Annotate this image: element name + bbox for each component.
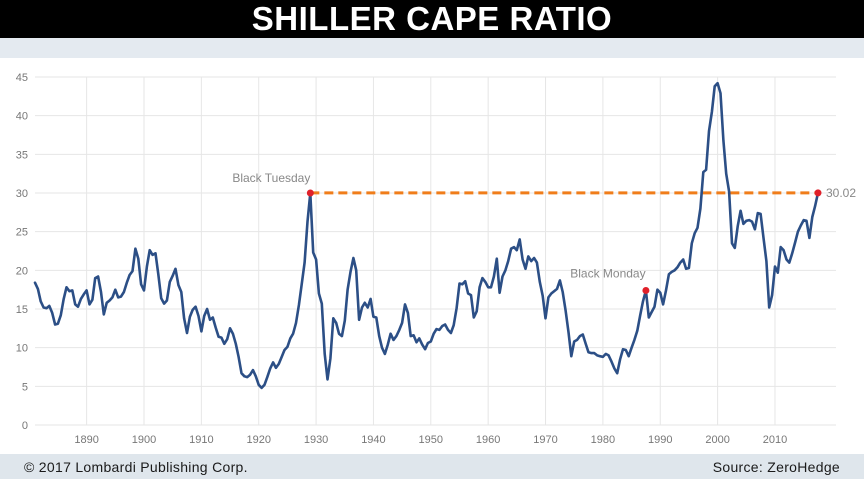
y-tick-label: 10 [16, 343, 28, 355]
y-tick-label: 35 [16, 149, 28, 161]
footer-bar: © 2017 Lombardi Publishing Corp. Source:… [0, 454, 864, 479]
title-banner: SHILLER CAPE RATIO [0, 0, 864, 38]
x-tick-label: 1970 [533, 434, 557, 446]
title-underband [0, 38, 864, 58]
x-tick-label: 1940 [361, 434, 385, 446]
marker-layer [306, 189, 822, 294]
current-value-label: 30.02 [826, 186, 856, 200]
x-tick-label: 1980 [591, 434, 615, 446]
x-tick-label: 1890 [74, 434, 98, 446]
black-monday-label: Black Monday [570, 266, 645, 280]
x-tick-label: 1960 [476, 434, 500, 446]
y-tick-label: 30 [16, 188, 28, 200]
black-tuesday-marker [306, 189, 314, 197]
source-text: Source: ZeroHedge [712, 458, 840, 475]
series-layer [33, 81, 820, 390]
annotation-layer: Black Tuesday Black Monday 30.02 [232, 171, 856, 280]
x-tick-label: 1990 [648, 434, 672, 446]
black-monday-marker [642, 286, 650, 294]
cape-series-line [33, 81, 820, 390]
cape-line-chart: 0 5 10 15 20 25 30 35 40 45 1890 1900 1910 1920 1930 19… [16, 72, 857, 446]
y-tick-label: 40 [16, 111, 28, 123]
x-tick-label: 1920 [246, 434, 270, 446]
x-tick-label: 1950 [419, 434, 443, 446]
x-tick-label: 1900 [132, 434, 156, 446]
axes: 0 5 10 15 20 25 30 35 40 45 1890 1900 1910 1920 1930 19… [16, 72, 787, 446]
grid [35, 76, 836, 426]
y-tick-label: 25 [16, 227, 28, 239]
y-tick-label: 20 [16, 265, 28, 277]
y-tick-label: 0 [22, 420, 28, 432]
y-tick-label: 15 [16, 304, 28, 316]
page-title: SHILLER CAPE RATIO [251, 0, 613, 37]
x-tick-label: 2010 [763, 434, 787, 446]
x-tick-label: 1910 [189, 434, 213, 446]
y-tick-label: 45 [16, 72, 28, 84]
current-value-marker [814, 189, 822, 197]
copyright-text: © 2017 Lombardi Publishing Corp. [24, 458, 248, 475]
x-tick-label: 1930 [304, 434, 328, 446]
black-tuesday-label: Black Tuesday [232, 171, 310, 185]
y-tick-label: 5 [22, 381, 28, 393]
x-tick-label: 2000 [705, 434, 729, 446]
